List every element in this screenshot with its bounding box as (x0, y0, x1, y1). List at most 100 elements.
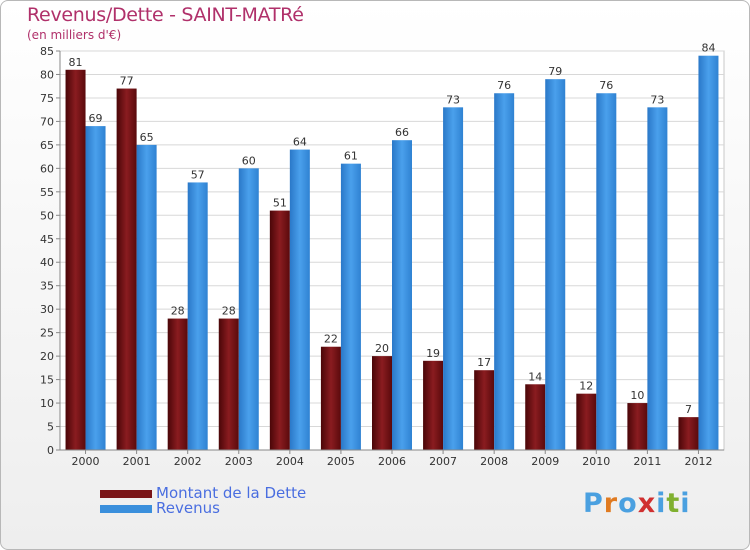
debt-value-label: 14 (528, 370, 542, 383)
y-tick-label: 85 (40, 45, 54, 58)
x-tick-label: 2012 (684, 455, 712, 468)
debt-value-label: 12 (579, 380, 593, 393)
revenue-bar (340, 163, 361, 451)
debt-bar (576, 393, 597, 450)
y-tick-label: 80 (40, 68, 54, 81)
debt-value-label: 17 (477, 356, 491, 369)
debt-bar (678, 417, 699, 450)
debt-bar (116, 88, 137, 450)
revenue-value-label: 79 (548, 65, 562, 78)
debt-value-label: 81 (69, 56, 83, 69)
y-tick-label: 70 (40, 115, 54, 128)
x-tick-label: 2010 (582, 455, 610, 468)
y-tick-label: 15 (40, 374, 54, 387)
x-tick-label: 2002 (174, 455, 202, 468)
revenue-value-label: 73 (446, 93, 460, 106)
x-tick-label: 2006 (378, 455, 406, 468)
y-tick-label: 35 (40, 280, 54, 293)
revenue-bar (187, 182, 208, 450)
legend-item-revenue: Revenus (100, 501, 306, 516)
y-tick-label: 55 (40, 186, 54, 199)
revenue-bar (443, 107, 464, 451)
revenue-bar (238, 168, 259, 450)
revenue-bar (289, 149, 310, 450)
debt-value-label: 10 (630, 389, 644, 402)
revenue-bar (85, 126, 106, 450)
debt-value-label: 19 (426, 347, 440, 360)
y-tick-label: 60 (40, 162, 54, 175)
revenue-value-label: 60 (242, 154, 256, 167)
x-tick-label: 2011 (633, 455, 661, 468)
revenue-bar (136, 144, 157, 450)
debt-value-label: 7 (685, 403, 692, 416)
debt-bar (372, 356, 392, 450)
revenue-bar (545, 79, 566, 450)
x-tick-label: 2008 (480, 455, 508, 468)
legend-item-debt: Montant de la Dette (100, 486, 306, 501)
logo-letter: t (666, 488, 681, 519)
debt-bar (627, 403, 648, 450)
x-tick-label: 2001 (123, 455, 151, 468)
revenue-value-label: 84 (701, 42, 715, 55)
debt-bar (65, 69, 86, 450)
chart-title: Revenus/Dette - SAINT-MATRé (27, 4, 304, 26)
y-tick-label: 30 (40, 303, 54, 316)
chart-subtitle: (en milliers d'€) (27, 28, 122, 42)
revenue-bar (698, 55, 719, 450)
revenue-bar (596, 93, 617, 450)
revenue-value-label: 69 (89, 112, 103, 125)
y-tick-label: 40 (40, 256, 54, 269)
debt-bar (167, 318, 188, 450)
revenue-value-label: 76 (599, 79, 613, 92)
y-tick-label: 5 (47, 421, 54, 434)
revenue-value-label: 61 (344, 150, 358, 163)
y-tick-label: 50 (40, 209, 54, 222)
debt-bar (269, 210, 290, 450)
legend-swatch-debt (100, 489, 152, 498)
debt-value-label: 77 (120, 75, 134, 88)
debt-bar (320, 346, 341, 450)
y-tick-label: 25 (40, 327, 54, 340)
revenue-value-label: 57 (191, 168, 205, 181)
revenue-value-label: 76 (497, 79, 511, 92)
logo-letter: P (583, 488, 604, 519)
x-tick-label: 2003 (225, 455, 253, 468)
revenue-value-label: 66 (395, 126, 409, 139)
revenue-bar (494, 93, 515, 450)
legend-swatch-revenue (100, 504, 152, 513)
revenue-bar (647, 107, 668, 451)
revenue-bar (392, 140, 412, 450)
revenue-value-label: 64 (293, 136, 307, 149)
y-tick-label: 20 (40, 350, 54, 363)
debt-bar (474, 370, 495, 450)
proxiti-logo: Proxiti (583, 488, 691, 519)
y-tick-label: 75 (40, 92, 54, 105)
debt-bar (525, 384, 546, 450)
y-tick-label: 0 (47, 444, 54, 457)
legend: Montant de la Dette Revenus (100, 486, 306, 516)
legend-label-revenue: Revenus (156, 499, 220, 517)
y-tick-label: 10 (40, 397, 54, 410)
logo-letter: i (656, 488, 667, 519)
revenue-value-label: 73 (650, 93, 664, 106)
x-tick-label: 2005 (327, 455, 355, 468)
x-tick-label: 2009 (531, 455, 559, 468)
debt-value-label: 20 (375, 342, 389, 355)
debt-value-label: 51 (273, 197, 287, 210)
debt-bar (218, 318, 239, 450)
logo-letter: x (637, 488, 657, 519)
logo-letter: i (680, 488, 691, 519)
x-tick-label: 2004 (276, 455, 304, 468)
revenue-value-label: 65 (140, 131, 154, 144)
logo-letter: r (603, 488, 619, 519)
debt-value-label: 28 (171, 305, 185, 318)
x-tick-label: 2007 (429, 455, 457, 468)
logo-letter: o (618, 488, 638, 519)
x-tick-label: 2000 (72, 455, 100, 468)
legend-label-debt: Montant de la Dette (156, 484, 307, 502)
debt-value-label: 28 (222, 305, 236, 318)
y-tick-label: 45 (40, 233, 54, 246)
debt-bar (423, 360, 444, 450)
debt-value-label: 22 (324, 333, 338, 346)
